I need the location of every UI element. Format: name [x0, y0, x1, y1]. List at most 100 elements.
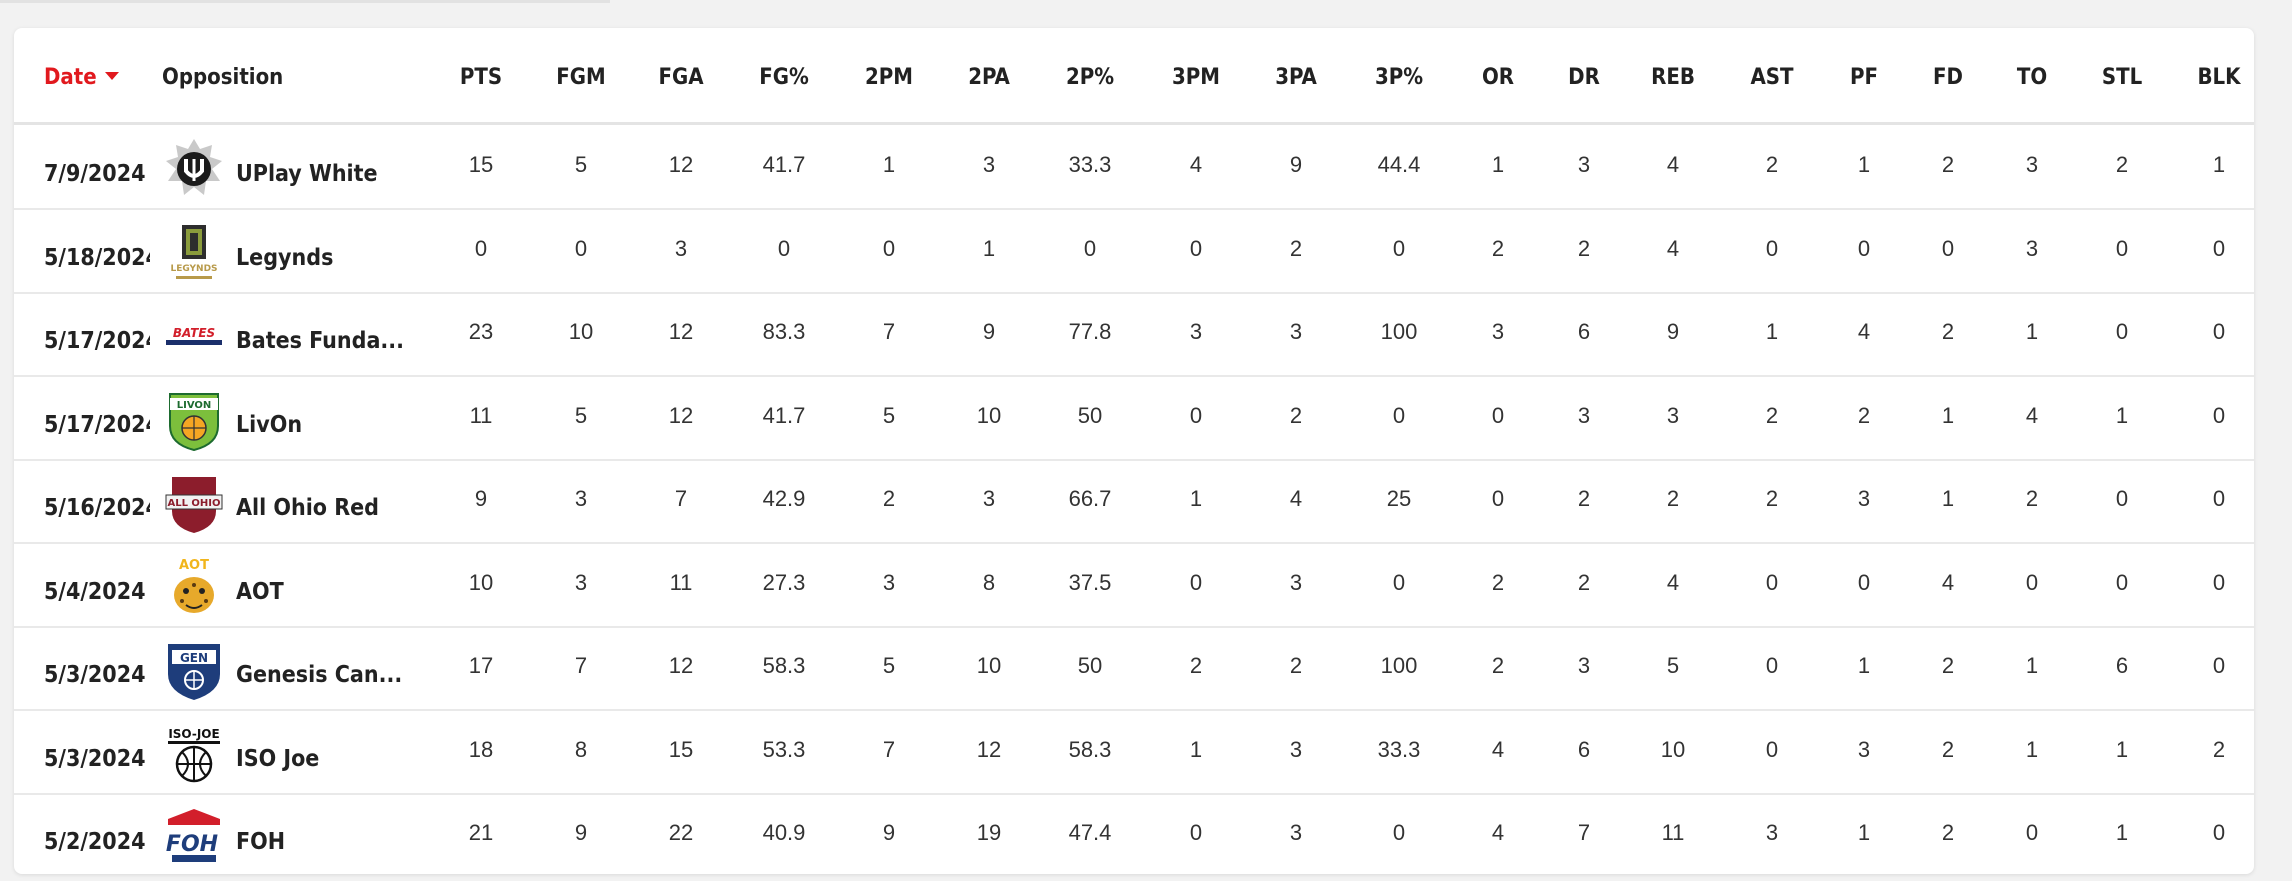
stat-cell-fga: 3 — [674, 235, 688, 261]
stat-cell-3p-pct: 0 — [1392, 235, 1406, 261]
column-header-fga[interactable]: FGA — [658, 65, 704, 90]
column-header-3p-pct[interactable]: 3P% — [1374, 65, 1424, 90]
stat-cell-fga: 15 — [668, 736, 694, 762]
column-header-pts[interactable]: PTS — [459, 65, 503, 90]
stat-cell-3pa: 4 — [1289, 486, 1303, 511]
stat-cell-2pm: 9 — [882, 820, 896, 845]
opponent-name[interactable]: FOH — [236, 829, 286, 855]
stat-cell-blk: 1 — [2212, 152, 2226, 177]
stat-cell-ast: 2 — [1765, 402, 1779, 428]
opponent-name[interactable]: UPlay White — [236, 161, 378, 187]
opponent-name[interactable]: Legynds — [236, 244, 334, 271]
column-header-fgm[interactable]: FGM — [556, 65, 606, 90]
column-header-or[interactable]: OR — [1481, 65, 1515, 90]
game-date[interactable]: 7/9/2024 — [44, 161, 146, 187]
game-date[interactable]: 5/4/2024 — [44, 578, 146, 605]
stat-cell-blk: 0 — [2212, 402, 2226, 428]
stat-cell-dr: 2 — [1577, 235, 1591, 261]
game-date[interactable]: 5/16/2024 — [44, 495, 150, 521]
stat-cell-2pa: 3 — [982, 486, 996, 511]
opponent-name[interactable]: All Ohio Red — [236, 495, 379, 521]
column-header-blk[interactable]: BLK — [2197, 65, 2241, 90]
game-date[interactable]: 5/17/2024 — [44, 328, 150, 354]
stat-cell-fga: 12 — [668, 653, 694, 678]
stat-cell-3pa: 2 — [1289, 653, 1303, 678]
stat-cell-fd: 0 — [1941, 235, 1955, 261]
column-header-fg-pct[interactable]: FG% — [759, 65, 809, 90]
foh-logo: FOH — [162, 805, 226, 869]
stat-cell-to: 3 — [2025, 152, 2039, 177]
stat-cell-fgm: 3 — [574, 569, 588, 595]
table-row[interactable]: 5/4/2024 AOT AOT 10 3 11 27.3 3 8 37.5 0 3 0 2 2 4 0 0 4… — [14, 543, 2254, 628]
column-header-dr[interactable]: DR — [1568, 65, 1600, 90]
table-row[interactable]: 5/18/2024 LEGYNDS Legynds 0 0 3 0 0 1 0 0 2 0 2 2 4 0 0… — [14, 209, 2254, 294]
stat-cell-fga: 12 — [668, 152, 694, 177]
stat-cell-ast: 1 — [1765, 319, 1779, 344]
opposition-column-header[interactable]: Opposition — [162, 65, 284, 90]
table-row[interactable]: 5/17/2024 BATES Bates Funda... 23 10 12 83.3… — [14, 292, 2254, 377]
stat-cell-3pa: 3 — [1289, 820, 1303, 845]
game-date[interactable]: 5/3/2024 — [44, 745, 146, 772]
column-header-reb[interactable]: REB — [1651, 65, 1695, 90]
column-header-ast[interactable]: AST — [1750, 65, 1794, 90]
stat-cell-fd: 2 — [1941, 736, 1955, 762]
stat-cell-pf: 1 — [1857, 152, 1871, 177]
stat-cell-fg-pct: 42.9 — [762, 486, 806, 511]
game-date[interactable]: 5/17/2024 — [44, 411, 150, 438]
opponent-name[interactable]: AOT — [236, 578, 284, 605]
stat-cell-reb: 11 — [1661, 820, 1685, 845]
opponent-name[interactable]: Genesis Can... — [236, 662, 403, 688]
table-row[interactable]: 7/9/2024 UPlay White 15 5 12 41.7 1 3 33.3 4 9 44.… — [14, 125, 2254, 210]
stat-cell-to: 0 — [2025, 820, 2039, 845]
game-date[interactable]: 5/18/2024 — [44, 244, 150, 271]
date-column-header[interactable]: Date — [44, 28, 119, 122]
game-date[interactable]: 5/2/2024 — [44, 829, 146, 855]
column-header-3pm[interactable]: 3PM — [1172, 65, 1220, 90]
stat-cell-stl: 0 — [2115, 569, 2129, 595]
stat-cell-3pm: 0 — [1189, 820, 1203, 845]
column-header-2p-pct[interactable]: 2P% — [1065, 65, 1115, 90]
opponent-name[interactable]: Bates Funda... — [236, 328, 404, 354]
stat-cell-reb: 3 — [1666, 402, 1680, 428]
svg-text:LIVON: LIVON — [177, 400, 212, 411]
stat-cell-2pm: 0 — [882, 235, 896, 261]
stat-cell-pf: 1 — [1857, 820, 1871, 845]
stat-cell-or: 4 — [1491, 736, 1505, 762]
game-date[interactable]: 5/3/2024 — [44, 662, 146, 688]
stat-cell-pf: 2 — [1857, 402, 1871, 428]
column-header-fd[interactable]: FD — [1933, 65, 1963, 90]
stat-cell-3pa: 3 — [1289, 736, 1303, 762]
column-header-2pm[interactable]: 2PM — [865, 65, 913, 90]
table-row[interactable]: 5/3/2024 ISO-JOE ISO Joe 18 8 15 53.3 7 12 58.3… — [14, 710, 2254, 795]
svg-text:GEN: GEN — [180, 651, 208, 665]
stat-cell-pf: 0 — [1857, 235, 1871, 261]
stat-cell-or: 2 — [1491, 235, 1505, 261]
column-header-pf[interactable]: PF — [1849, 65, 1879, 90]
iso-joe-logo: ISO-JOE — [162, 722, 226, 786]
column-header-stl[interactable]: STL — [2101, 65, 2143, 90]
table-row[interactable]: 5/3/2024 GEN Genesis Can... 17 7 12 58.3 5 10 5… — [14, 626, 2254, 711]
stat-cell-stl: 1 — [2115, 736, 2129, 762]
opponent-name[interactable]: ISO Joe — [236, 745, 320, 772]
stat-cell-2p-pct: 37.5 — [1068, 569, 1112, 595]
column-header-3pa[interactable]: 3PA — [1275, 65, 1317, 90]
stat-cell-pts: 9 — [474, 486, 488, 511]
opponent-name[interactable]: LivOn — [236, 411, 303, 438]
stat-cell-fga: 12 — [668, 319, 694, 344]
table-row[interactable]: 5/17/2024 LIVON LivOn 11 5 12 41.7 5 10 50 0 2 0 0 3… — [14, 376, 2254, 461]
sort-descending-icon — [104, 72, 119, 80]
column-header-to[interactable]: TO — [2016, 65, 2048, 90]
stat-cell-2pa: 12 — [976, 736, 1002, 762]
stat-cell-reb: 9 — [1666, 319, 1680, 344]
stat-cell-stl: 0 — [2115, 486, 2129, 511]
stat-cell-blk: 0 — [2212, 319, 2226, 344]
stat-cell-pf: 1 — [1857, 653, 1871, 678]
stat-cell-fgm: 8 — [574, 736, 588, 762]
table-row[interactable]: 5/16/2024 ALL OHIO All Ohio Red 9 3 7 42.9 2 3… — [14, 459, 2254, 544]
stat-cell-pf: 4 — [1857, 319, 1871, 344]
stat-cell-fgm: 9 — [574, 820, 588, 845]
stat-cell-fgm: 0 — [574, 235, 588, 261]
stat-cell-stl: 1 — [2115, 820, 2129, 845]
column-header-2pa[interactable]: 2PA — [968, 65, 1010, 90]
table-row[interactable]: 5/2/2024 FOH FOH 21 9 22 40.9 9 19 47.4 0 3 0 4 7 11 3… — [14, 793, 2254, 874]
